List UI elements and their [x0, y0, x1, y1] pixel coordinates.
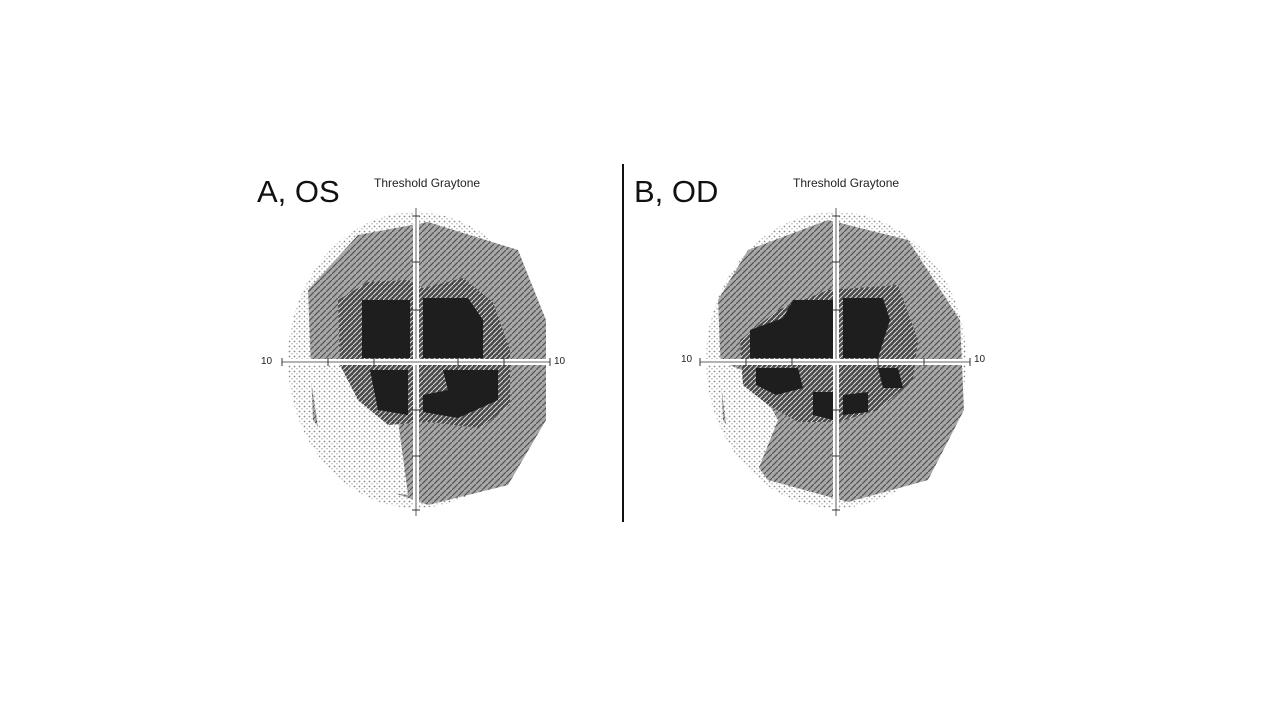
- dense-scotoma-ll: [756, 368, 803, 395]
- graytone-map-os: [281, 208, 551, 516]
- panel-os: A, OS Threshold Graytone 10 10: [248, 160, 618, 530]
- panel-od: B, OD Threshold Graytone 10 10: [628, 160, 998, 530]
- axis-ticks: [281, 215, 551, 511]
- left-tick-label-od: 10: [681, 354, 693, 365]
- right-tick-label-os: 10: [554, 356, 566, 367]
- dense-scotoma-ll: [370, 370, 408, 415]
- dense-scotoma-lr: [423, 370, 498, 418]
- left-tick-label-os: 10: [261, 356, 273, 367]
- dense-scotoma-ul: [362, 300, 410, 358]
- dense-scotoma-r: [878, 368, 903, 388]
- dense-scotoma-ur: [843, 298, 890, 358]
- panel-label-os: A, OS: [257, 174, 340, 209]
- panel-title-od: Threshold Graytone: [793, 176, 900, 190]
- right-tick-label-od: 10: [974, 354, 986, 365]
- panel-divider: [622, 164, 624, 522]
- light-inner-zone: [308, 360, 408, 495]
- dense-scotoma-lr: [843, 392, 868, 415]
- dense-scotoma-lc: [813, 392, 833, 420]
- axis-ticks: [699, 215, 971, 511]
- graytone-map-od: [699, 208, 971, 516]
- dense-scotoma-ul: [750, 300, 833, 358]
- dense-scotoma-ur: [423, 298, 483, 358]
- panel-title-os: Threshold Graytone: [374, 176, 481, 190]
- panel-label-od: B, OD: [634, 174, 719, 209]
- light-inner-zone: [718, 360, 778, 470]
